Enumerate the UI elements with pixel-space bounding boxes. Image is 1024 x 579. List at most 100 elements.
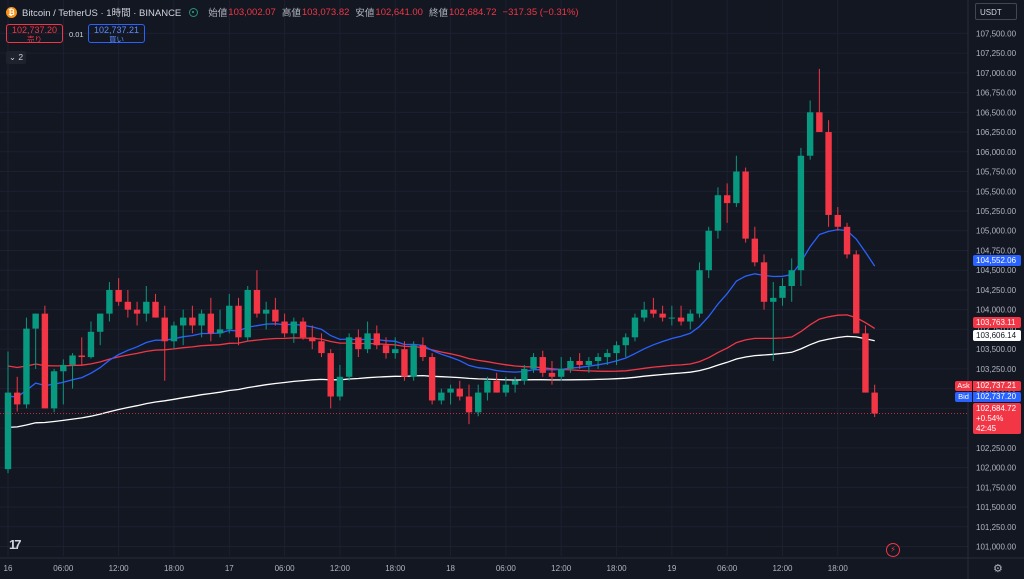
ema-white-price-label: 103,606.14 — [973, 330, 1021, 341]
candle-body — [336, 376, 344, 397]
candle-body — [779, 286, 786, 298]
candle-body — [871, 392, 878, 414]
candle-body — [419, 345, 427, 358]
candle-body — [576, 361, 583, 365]
candle-body — [41, 313, 49, 409]
candle-body — [770, 297, 777, 302]
x-tick-label: 16 — [4, 564, 13, 573]
candle-body — [604, 353, 611, 358]
candle-body — [834, 214, 841, 227]
candle-body — [198, 313, 205, 326]
ask-price-label: 102,737.21 — [973, 381, 1021, 391]
candle-body — [640, 309, 648, 318]
candle-body — [373, 333, 380, 346]
candle-body — [355, 337, 362, 350]
ema-red-price-label: 103,763.11 — [973, 317, 1021, 328]
candle-body — [327, 353, 334, 397]
candle-body — [723, 195, 731, 204]
lightning-icon[interactable]: ⚡ — [886, 543, 900, 557]
x-tick-label: 06:00 — [53, 564, 74, 573]
candle-body — [742, 171, 749, 239]
candle-body — [133, 309, 141, 314]
x-tick-label: 19 — [667, 564, 676, 573]
y-tick-label: 104,250.00 — [976, 286, 1017, 295]
open-value: 103,002.07 — [228, 6, 276, 18]
y-tick-label: 106,250.00 — [976, 128, 1017, 137]
candle-body — [428, 357, 436, 401]
candle-body — [4, 392, 12, 470]
eye-icon[interactable] — [189, 7, 199, 17]
y-tick-label: 106,000.00 — [976, 148, 1017, 157]
close-label: 終値 — [428, 8, 448, 19]
x-tick-label: 18:00 — [385, 564, 406, 573]
tradingview-logo-icon[interactable]: 17 — [9, 537, 22, 552]
candle-body — [60, 364, 67, 372]
y-tick-label: 107,250.00 — [976, 49, 1017, 58]
candle-body — [567, 361, 574, 369]
x-tick-label: 12:00 — [330, 564, 351, 573]
candle-body — [152, 301, 159, 318]
buy-button[interactable]: 102,737.21 買い — [88, 24, 145, 44]
candle-body — [493, 380, 500, 393]
y-tick-label: 101,000.00 — [976, 543, 1017, 552]
symbol-title[interactable]: Bitcoin / TetherUS · 1時間 · BINANCE — [22, 8, 182, 19]
candle-body — [613, 345, 620, 354]
currency-button[interactable]: USDT — [975, 3, 1017, 20]
y-tick-label: 104,500.00 — [976, 266, 1017, 275]
ask-tag: Ask — [955, 381, 972, 391]
x-tick-label: 12:00 — [109, 564, 130, 573]
candle-body — [143, 301, 150, 314]
candle-body — [262, 309, 270, 314]
candle-body — [650, 309, 657, 314]
ema-red-line — [7, 314, 876, 372]
candle-body — [69, 355, 76, 365]
candle-body — [87, 331, 95, 358]
candle-body — [161, 317, 168, 342]
x-tick-label: 06:00 — [717, 564, 738, 573]
last-price-change: +0.54% — [976, 414, 1004, 423]
x-tick-label: 17 — [225, 564, 234, 573]
candle-body — [475, 392, 482, 413]
collapse-indicators-button[interactable]: ⌄ 2 — [6, 51, 26, 64]
ema-white-line — [7, 335, 875, 429]
candle-body — [235, 305, 242, 338]
candle-body — [806, 112, 814, 156]
candle-body — [594, 357, 602, 361]
candle-body — [438, 392, 445, 401]
y-tick-label: 105,250.00 — [976, 207, 1017, 216]
y-tick-label: 105,750.00 — [976, 168, 1017, 177]
x-tick-label: 12:00 — [551, 564, 572, 573]
bitcoin-icon: ₿ — [6, 6, 17, 18]
sell-label: 売り — [27, 35, 42, 44]
candle-body — [558, 368, 565, 377]
candle-body — [539, 357, 546, 373]
candle-body — [281, 321, 288, 334]
candle-body — [318, 341, 325, 354]
sell-price: 102,737.20 — [11, 25, 58, 35]
close-value: 102,684.72 — [448, 6, 497, 18]
buy-label: 買い — [109, 35, 124, 44]
price-axis: 107,500.00 107,250.00 107,000.00 106,750.00… — [967, 0, 1017, 579]
y-tick-label: 102,000.00 — [976, 464, 1017, 473]
y-tick-label: 107,500.00 — [976, 29, 1017, 38]
candle-body — [78, 355, 85, 358]
candle-body — [410, 345, 417, 377]
candle-body — [170, 325, 178, 342]
candle-body — [788, 270, 795, 286]
candle-body — [797, 155, 805, 271]
candle-body — [364, 333, 371, 350]
ema-blue-price-label: 104,552.06 — [973, 255, 1021, 266]
candle-body — [456, 388, 463, 397]
candle-body — [825, 132, 832, 215]
y-tick-label: 106,500.00 — [976, 108, 1017, 117]
y-tick-label: 101,500.00 — [976, 503, 1017, 512]
sell-button[interactable]: 102,737.20 売り — [6, 24, 63, 44]
candle-body — [733, 171, 740, 204]
candle-body — [862, 333, 869, 393]
last-price: 102,684.72 — [976, 404, 1017, 413]
candle-body — [530, 357, 537, 369]
gear-icon[interactable]: ⚙ — [993, 563, 1003, 575]
candle-body — [345, 337, 353, 377]
candle-body — [622, 337, 629, 346]
